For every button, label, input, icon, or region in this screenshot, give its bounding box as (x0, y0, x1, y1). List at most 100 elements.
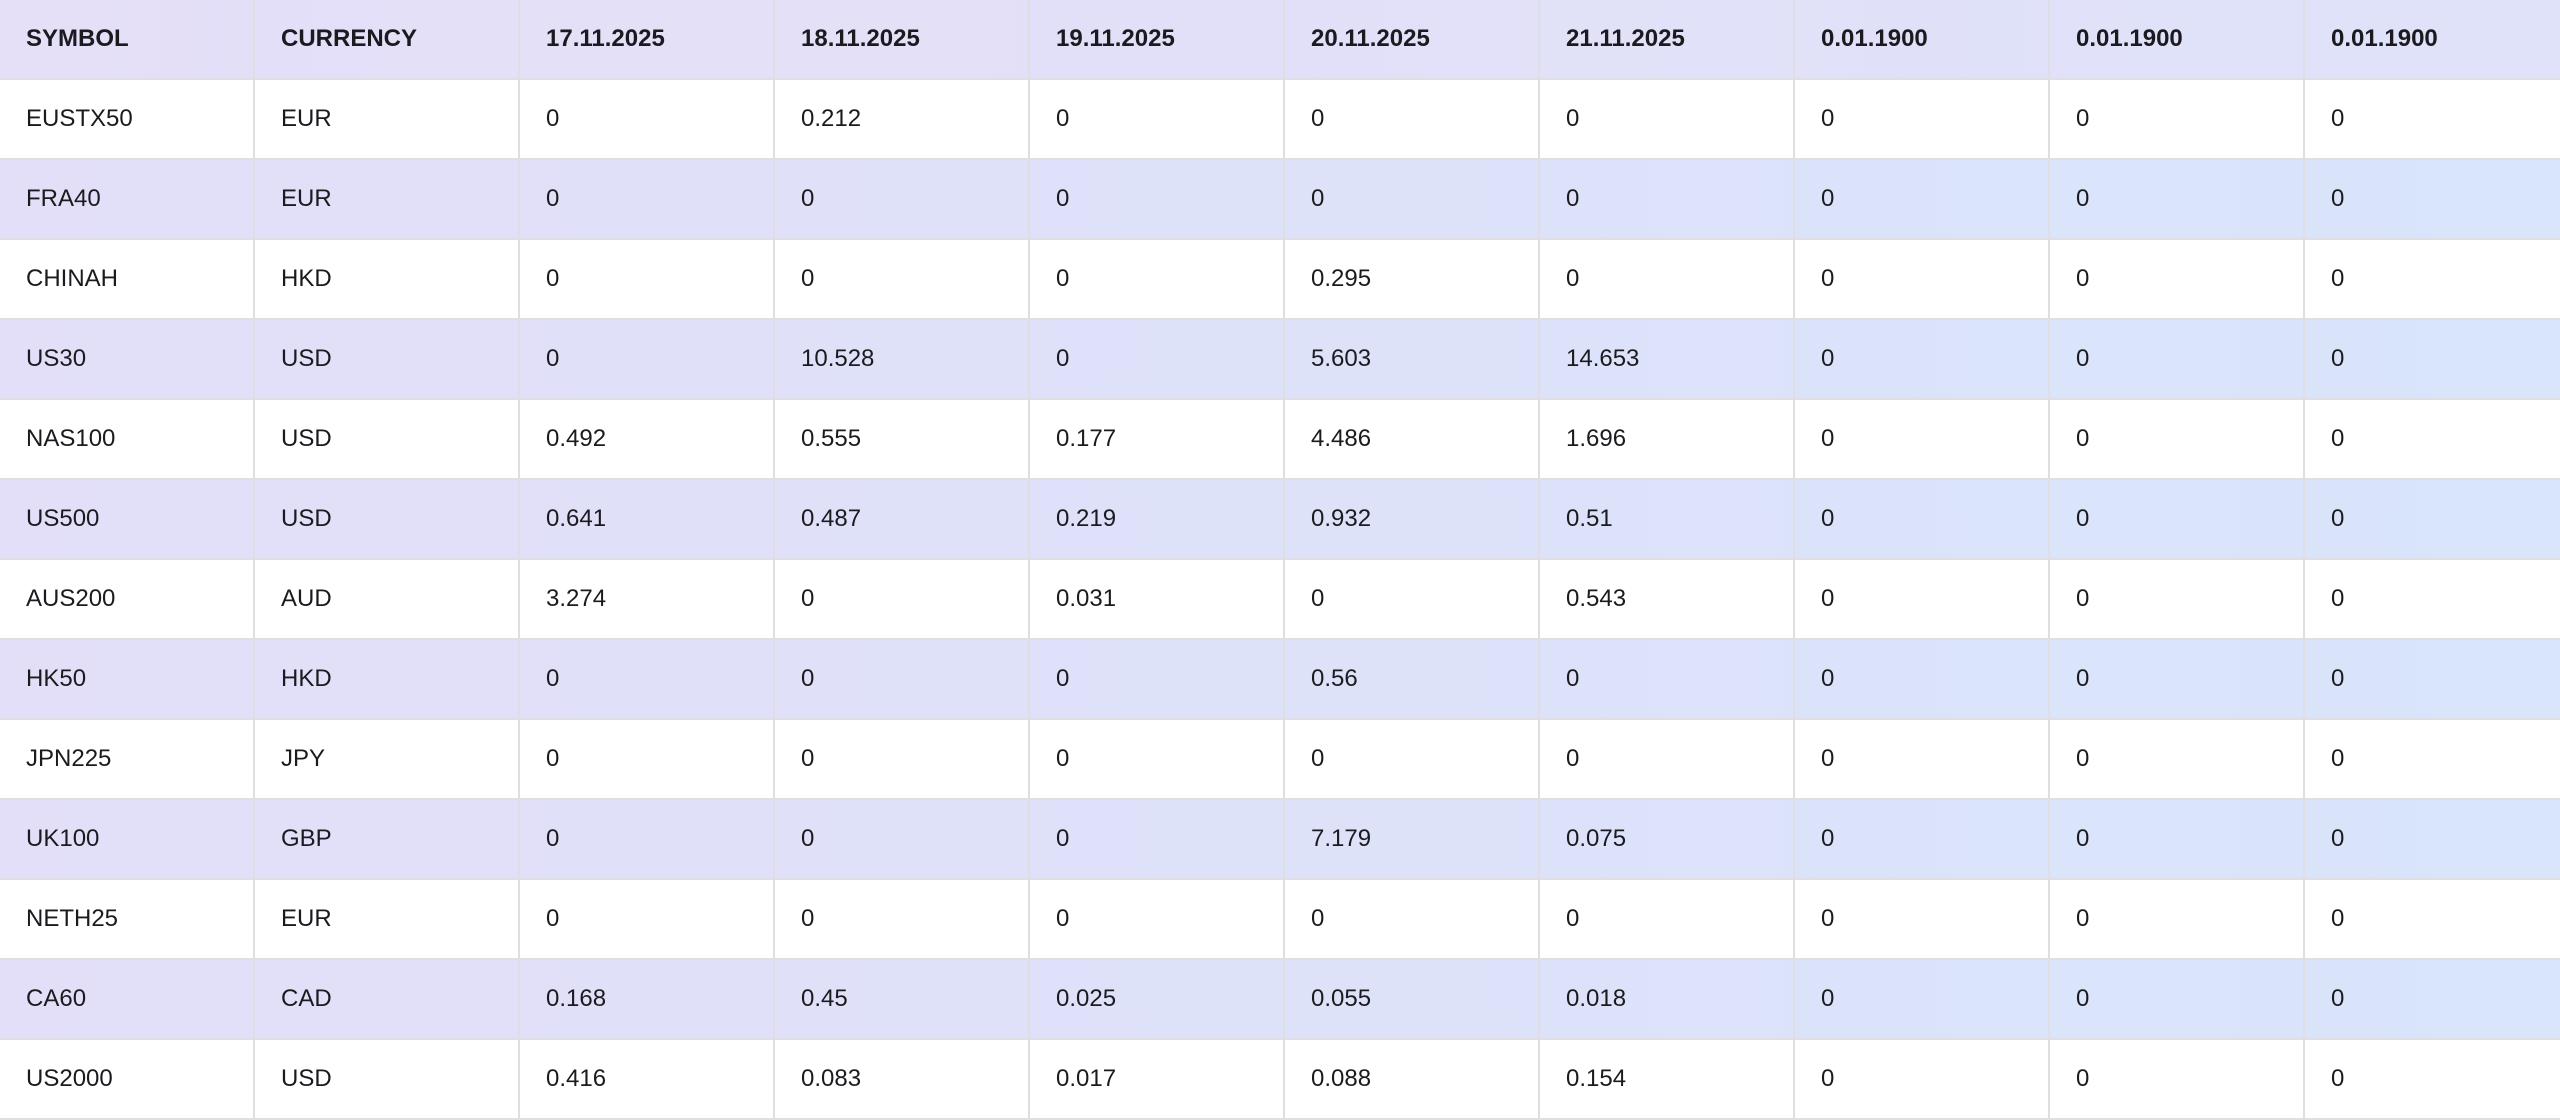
value-cell: 0 (2331, 745, 2345, 772)
currency-cell: USD (255, 400, 520, 478)
symbol-cell: US30 (0, 320, 255, 398)
currency-cell: USD (255, 1040, 520, 1118)
table-row-nas100: NAS100 USD 0.492 0.555 0.177 4.486 1.696 0 0 0 (0, 400, 2560, 480)
value-cell: 0 (775, 160, 1030, 238)
currency-cell: JPY (255, 720, 520, 798)
value-cell: 0 (2050, 960, 2305, 1038)
value-cell: 0.932 (1285, 480, 1540, 558)
value-cell: 0 (520, 640, 775, 718)
table-row-aus200: AUS200 AUD 3.274 0 0.031 0 0.543 0 0 0 (0, 560, 2560, 640)
symbol-cell: UK100 (0, 800, 255, 878)
value-cell: 0 (2331, 825, 2345, 852)
symbol-cell: US2000 (0, 1040, 255, 1118)
column-header-0-01-1900: 0.01.1900 (1795, 0, 2050, 78)
value-cell: 0.018 (1540, 960, 1795, 1038)
value-cell: 0 (2050, 480, 2305, 558)
value-cell: 0 (1795, 880, 2050, 958)
column-header-21-11-2025: 21.11.2025 (1540, 0, 1795, 78)
value-cell: 0 (2331, 505, 2345, 532)
table-row-uk100: UK100 GBP 0 0 0 7.179 0.075 0 0 0 (0, 800, 2560, 880)
table-row-fra40: FRA40 EUR 0 0 0 0 0 0 0 0 (0, 160, 2560, 240)
value-cell: 0.641 (520, 480, 775, 558)
value-cell: 0 (1540, 640, 1795, 718)
value-cell: 0.51 (1540, 480, 1795, 558)
value-cell: 0 (2050, 800, 2305, 878)
currency-cell: EUR (255, 880, 520, 958)
value-cell: 0 (1285, 560, 1540, 638)
column-header-19-11-2025: 19.11.2025 (1030, 0, 1285, 78)
value-cell: 0.177 (1030, 400, 1285, 478)
currency-cell: CAD (255, 960, 520, 1038)
value-cell: 0 (2050, 160, 2305, 238)
symbol-cell: JPN225 (0, 720, 255, 798)
value-cell: 0 (2331, 105, 2345, 132)
value-cell: 0 (1540, 80, 1795, 158)
value-cell: 0 (2331, 585, 2345, 612)
value-cell: 0.055 (1285, 960, 1540, 1038)
table-row-neth25: NETH25 EUR 0 0 0 0 0 0 0 0 (0, 880, 2560, 960)
value-cell: 0 (2050, 720, 2305, 798)
value-cell: 0.45 (775, 960, 1030, 1038)
symbol-cell: NAS100 (0, 400, 255, 478)
value-cell: 0.168 (520, 960, 775, 1038)
column-header-20-11-2025: 20.11.2025 (1285, 0, 1540, 78)
value-cell: 0 (2331, 265, 2345, 292)
value-cell: 0 (1795, 640, 2050, 718)
value-cell: 0 (1795, 480, 2050, 558)
value-cell: 0.154 (1540, 1040, 1795, 1118)
currency-cell: GBP (255, 800, 520, 878)
value-cell: 0 (775, 720, 1030, 798)
value-cell: 0 (1030, 640, 1285, 718)
value-cell: 0.295 (1285, 240, 1540, 318)
table-row-ca60: CA60 CAD 0.168 0.45 0.025 0.055 0.018 0 0 0 (0, 960, 2560, 1040)
value-cell: 0 (775, 640, 1030, 718)
table-header-row: SYMBOL CURRENCY 17.11.2025 18.11.2025 19.11.… (0, 0, 2560, 80)
column-header-currency: CURRENCY (255, 0, 520, 78)
value-cell: 0 (520, 80, 775, 158)
value-cell: 0.083 (775, 1040, 1030, 1118)
symbol-cell: HK50 (0, 640, 255, 718)
value-cell: 0 (1795, 400, 2050, 478)
value-cell: 0 (1030, 240, 1285, 318)
value-cell: 0 (1795, 320, 2050, 398)
value-cell: 0 (2050, 560, 2305, 638)
value-cell: 0.017 (1030, 1040, 1285, 1118)
value-cell: 0 (1795, 80, 2050, 158)
value-cell: 0.075 (1540, 800, 1795, 878)
value-cell: 0 (1030, 720, 1285, 798)
value-cell: 0 (1795, 720, 2050, 798)
column-header-0-01-1900: 0.01.1900 (2331, 25, 2438, 52)
value-cell: 0 (2050, 80, 2305, 158)
value-cell: 0 (1540, 880, 1795, 958)
value-cell: 0 (1795, 560, 2050, 638)
table-row-us500: US500 USD 0.641 0.487 0.219 0.932 0.51 0 0 0 (0, 480, 2560, 560)
value-cell: 0 (1285, 160, 1540, 238)
symbol-cell: EUSTX50 (0, 80, 255, 158)
value-cell: 0 (2331, 905, 2345, 932)
symbol-cell: CA60 (0, 960, 255, 1038)
value-cell: 0 (520, 160, 775, 238)
value-cell: 0 (775, 880, 1030, 958)
value-cell: 0 (775, 560, 1030, 638)
currency-cell: AUD (255, 560, 520, 638)
table-row-hk50: HK50 HKD 0 0 0 0.56 0 0 0 0 (0, 640, 2560, 720)
value-cell: 0 (2050, 640, 2305, 718)
value-cell: 0 (520, 880, 775, 958)
symbol-cell: NETH25 (0, 880, 255, 958)
value-cell: 0 (1030, 800, 1285, 878)
column-header-symbol: SYMBOL (0, 0, 255, 78)
value-cell: 0.219 (1030, 480, 1285, 558)
value-cell: 0.212 (775, 80, 1030, 158)
table-row-eustx50: EUSTX50 EUR 0 0.212 0 0 0 0 0 0 (0, 80, 2560, 160)
currency-cell: HKD (255, 240, 520, 318)
value-cell: 0 (1030, 80, 1285, 158)
value-cell: 0.492 (520, 400, 775, 478)
value-cell: 14.653 (1540, 320, 1795, 398)
value-cell: 0 (1030, 320, 1285, 398)
value-cell: 0 (1795, 240, 2050, 318)
value-cell: 0 (2050, 1040, 2305, 1118)
value-cell: 0 (2331, 985, 2345, 1012)
currency-cell: EUR (255, 80, 520, 158)
value-cell: 0 (520, 800, 775, 878)
